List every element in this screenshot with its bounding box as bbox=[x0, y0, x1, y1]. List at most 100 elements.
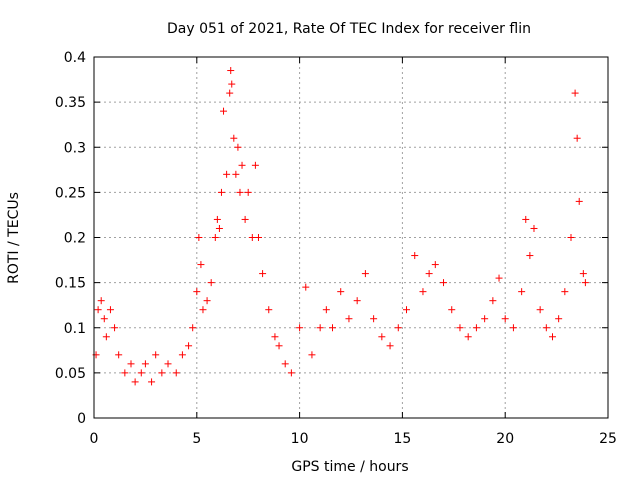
y-axis-label: ROTI / TECUs bbox=[6, 192, 22, 284]
data-point bbox=[555, 315, 563, 323]
data-point bbox=[542, 324, 550, 332]
data-point bbox=[265, 306, 273, 314]
data-point bbox=[158, 369, 166, 377]
data-point bbox=[575, 197, 583, 205]
data-point bbox=[271, 333, 279, 341]
data-point bbox=[115, 351, 123, 359]
data-point bbox=[213, 215, 221, 223]
data-point bbox=[281, 360, 289, 368]
data-point bbox=[111, 324, 119, 332]
data-point bbox=[448, 306, 456, 314]
data-point bbox=[316, 324, 324, 332]
data-point bbox=[425, 270, 433, 278]
data-point bbox=[227, 67, 235, 75]
data-point bbox=[232, 170, 240, 178]
data-point bbox=[197, 261, 205, 269]
data-point bbox=[386, 342, 394, 350]
data-point bbox=[489, 297, 497, 305]
data-point bbox=[353, 297, 361, 305]
data-point bbox=[248, 234, 256, 241]
x-tick-label: 5 bbox=[192, 431, 201, 447]
x-axis-ticks: 0 5 10 15 20 25 bbox=[90, 57, 617, 447]
y-axis-ticks: 0 0.05 0.1 0.15 0.2 0.25 0.3 0.35 0.4 bbox=[55, 50, 608, 427]
data-point bbox=[567, 234, 575, 241]
data-point bbox=[226, 89, 234, 97]
data-point bbox=[571, 89, 579, 97]
data-point bbox=[141, 360, 149, 368]
x-axis-label: GPS time / hours bbox=[291, 459, 408, 475]
y-tick-label: 0.35 bbox=[55, 95, 86, 111]
data-point bbox=[193, 288, 201, 296]
data-point bbox=[370, 315, 378, 323]
y-tick-label: 0.15 bbox=[55, 276, 86, 292]
data-point bbox=[456, 324, 464, 332]
y-tick-label: 0.3 bbox=[64, 140, 86, 156]
y-tick-label: 0 bbox=[77, 411, 86, 427]
data-point bbox=[378, 333, 386, 341]
data-point bbox=[238, 161, 246, 169]
data-point bbox=[241, 215, 249, 223]
data-point bbox=[189, 324, 197, 332]
data-point bbox=[215, 224, 223, 232]
data-point bbox=[254, 234, 262, 241]
data-point bbox=[501, 315, 509, 323]
data-point bbox=[403, 306, 411, 314]
data-point bbox=[148, 378, 156, 386]
data-point bbox=[472, 324, 480, 332]
data-point bbox=[220, 107, 228, 115]
data-point bbox=[164, 360, 172, 368]
data-point bbox=[244, 188, 252, 196]
x-tick-label: 20 bbox=[496, 431, 514, 447]
data-points bbox=[92, 67, 589, 386]
data-point bbox=[178, 351, 186, 359]
data-point bbox=[121, 369, 129, 377]
data-point bbox=[97, 297, 105, 305]
data-point bbox=[207, 279, 215, 287]
data-point bbox=[573, 134, 581, 142]
data-point bbox=[464, 333, 472, 341]
data-point bbox=[394, 324, 402, 332]
data-point bbox=[275, 342, 283, 350]
data-point bbox=[509, 324, 517, 332]
data-point bbox=[522, 215, 530, 223]
data-point bbox=[185, 342, 193, 350]
data-point bbox=[411, 252, 419, 260]
data-point bbox=[172, 369, 180, 377]
data-point bbox=[199, 306, 207, 314]
data-point bbox=[302, 283, 310, 291]
data-point bbox=[337, 288, 345, 296]
data-point bbox=[223, 170, 231, 178]
data-point bbox=[211, 234, 219, 241]
data-point bbox=[131, 378, 139, 386]
data-point bbox=[431, 261, 439, 269]
data-point bbox=[127, 360, 135, 368]
x-tick-label: 0 bbox=[90, 431, 99, 447]
data-point bbox=[419, 288, 427, 296]
data-point bbox=[526, 252, 534, 260]
y-tick-label: 0.25 bbox=[55, 185, 86, 201]
data-point bbox=[536, 306, 544, 314]
y-tick-label: 0.2 bbox=[64, 231, 86, 247]
data-point bbox=[234, 143, 242, 151]
data-point bbox=[561, 288, 569, 296]
data-point bbox=[106, 306, 114, 314]
data-point bbox=[137, 369, 145, 377]
chart-title: Day 051 of 2021, Rate Of TEC Index for r… bbox=[167, 21, 531, 37]
data-point bbox=[251, 161, 259, 169]
data-point bbox=[203, 297, 211, 305]
data-point bbox=[259, 270, 267, 278]
data-point bbox=[102, 333, 110, 341]
data-point bbox=[345, 315, 353, 323]
data-point bbox=[530, 224, 538, 232]
x-tick-label: 10 bbox=[291, 431, 309, 447]
data-point bbox=[236, 188, 244, 196]
data-point bbox=[94, 306, 102, 314]
data-point bbox=[287, 369, 295, 377]
data-point bbox=[228, 80, 236, 88]
data-point bbox=[100, 315, 108, 323]
data-point bbox=[296, 324, 304, 332]
data-point bbox=[440, 279, 448, 287]
data-point bbox=[230, 134, 238, 142]
data-point bbox=[152, 351, 160, 359]
x-tick-label: 15 bbox=[393, 431, 411, 447]
